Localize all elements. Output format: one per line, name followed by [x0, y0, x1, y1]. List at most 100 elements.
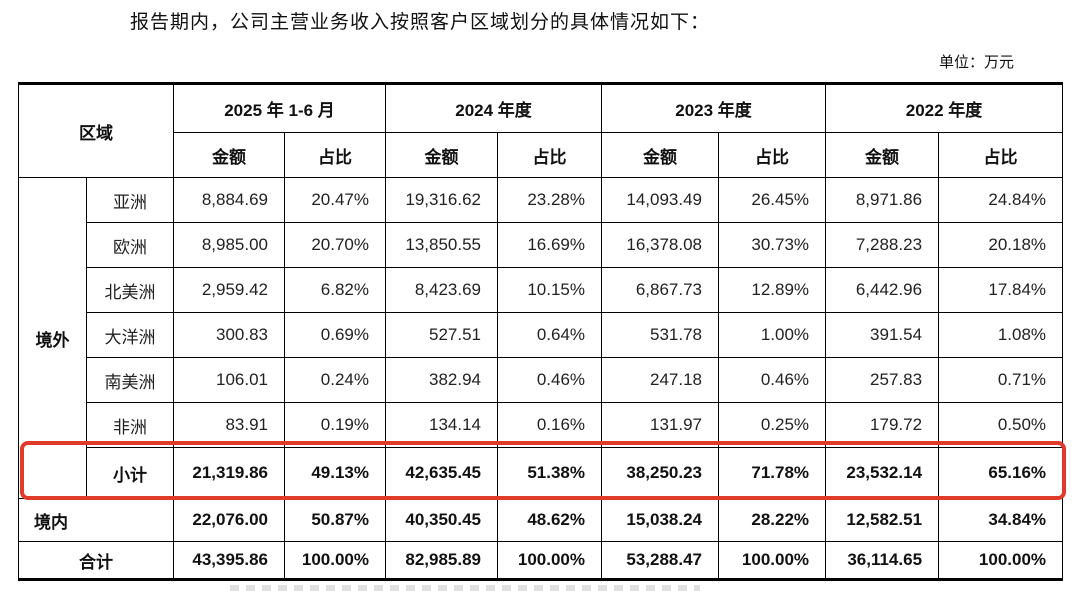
table-cell: 21,319.86	[173, 447, 285, 499]
region-label: 北美洲	[86, 267, 174, 313]
header-amount: 金额	[825, 132, 940, 178]
table-cell: 82,985.89	[385, 541, 498, 580]
table-row-domestic: 境内 22,076.00 50.87% 40,350.45 48.62% 15,…	[18, 498, 1064, 542]
table-cell: 20.70%	[284, 222, 386, 268]
table-row-north-america: 北美洲 2,959.42 6.82% 8,423.69 10.15% 6,867…	[19, 267, 1064, 313]
table-cell: 7,288.23	[825, 222, 940, 268]
table-cell: 15,038.24	[601, 498, 720, 542]
table-cell: 20.18%	[938, 222, 1064, 268]
table-cell: 51.38%	[496, 447, 603, 499]
header-amount: 金额	[601, 132, 720, 178]
table-cell: 65.16%	[938, 447, 1064, 499]
header-period-2024: 2024 年度	[384, 83, 603, 133]
table-cell: 100.00%	[496, 541, 603, 580]
region-label: 亚洲	[86, 177, 174, 223]
table-cell: 100.00%	[284, 541, 386, 580]
table-cell: 12.89%	[718, 267, 827, 313]
table-cell: 106.01	[173, 357, 285, 403]
table-cell: 19,316.62	[385, 177, 498, 223]
table-cell: 382.94	[385, 357, 498, 403]
revenue-by-region-table: 区域 2025 年 1-6 月 2024 年度 2023 年度 2022 年度 …	[18, 82, 1064, 581]
table-cell: 0.19%	[284, 402, 386, 448]
table-cell: 8,423.69	[385, 267, 498, 313]
table-cell: 0.71%	[938, 357, 1064, 403]
group-label-domestic: 境内	[18, 498, 174, 542]
header-amount: 金额	[173, 132, 285, 178]
intro-text: 报告期内，公司主营业务收入按照客户区域划分的具体情况如下：	[130, 11, 711, 33]
header-row-periods: 区域 2025 年 1-6 月 2024 年度 2023 年度 2022 年度	[18, 83, 1064, 178]
table-cell: 14,093.49	[601, 177, 720, 223]
table-cell: 10.15%	[496, 267, 603, 313]
table-cell: 17.84%	[938, 267, 1064, 313]
table-row-africa: 非洲 83.91 0.19% 134.14 0.16% 131.97 0.25%…	[19, 402, 1064, 448]
table-cell: 300.83	[173, 312, 285, 358]
table-cell: 134.14	[385, 402, 498, 448]
table-cell: 179.72	[825, 402, 940, 448]
table-cell: 26.45%	[718, 177, 827, 223]
header-period-2025h1: 2025 年 1-6 月	[173, 83, 386, 133]
table-cell: 23.28%	[496, 177, 603, 223]
header-ratio: 占比	[496, 132, 603, 178]
table-cell: 43,395.86	[173, 541, 285, 580]
table-row-asia: 境外 亚洲 8,884.69 20.47% 19,316.62 23.28% 1…	[18, 177, 1064, 499]
table-cell: 0.24%	[284, 357, 386, 403]
table-cell: 6,442.96	[825, 267, 940, 313]
group-label-overseas: 境外	[18, 177, 87, 499]
table-cell: 6,867.73	[601, 267, 720, 313]
table-cell: 131.97	[601, 402, 720, 448]
table-cell: 0.46%	[496, 357, 603, 403]
table-cell: 22,076.00	[173, 498, 285, 542]
header-amount: 金额	[385, 132, 498, 178]
table-cell: 53,288.47	[601, 541, 720, 580]
table-cell: 24.84%	[938, 177, 1064, 223]
table-cell: 100.00%	[938, 541, 1064, 580]
table-cell: 0.46%	[718, 357, 827, 403]
table-cell: 1.00%	[718, 312, 827, 358]
table-cell: 0.16%	[496, 402, 603, 448]
header-ratio: 占比	[938, 132, 1064, 178]
table-row-total: 合计 43,395.86 100.00% 82,985.89 100.00% 5…	[18, 541, 1064, 580]
table-cell: 0.25%	[718, 402, 827, 448]
table-cell: 50.87%	[284, 498, 386, 542]
table-row-overseas-subtotal: 小计 21,319.86 49.13% 42,635.45 51.38% 38,…	[19, 447, 1064, 499]
table-cell: 38,250.23	[601, 447, 720, 499]
table-cell: 40,350.45	[385, 498, 498, 542]
table-cell: 71.78%	[718, 447, 827, 499]
table-cell: 247.18	[601, 357, 720, 403]
table-cell: 12,582.51	[825, 498, 940, 542]
header-period-2022: 2022 年度	[825, 83, 1064, 133]
subtotal-label: 小计	[86, 447, 174, 499]
table-cell: 257.83	[825, 357, 940, 403]
table-cell: 0.50%	[938, 402, 1064, 448]
region-label: 欧洲	[86, 222, 174, 268]
table-cell: 30.73%	[718, 222, 827, 268]
header-region: 区域	[18, 83, 174, 178]
region-label: 南美洲	[86, 357, 174, 403]
table-cell: 13,850.55	[385, 222, 498, 268]
table-cell: 8,884.69	[173, 177, 285, 223]
table-cell: 23,532.14	[825, 447, 940, 499]
table-cell: 48.62%	[496, 498, 603, 542]
table-cell: 42,635.45	[385, 447, 498, 499]
table-cell: 83.91	[173, 402, 285, 448]
table-row-europe: 欧洲 8,985.00 20.70% 13,850.55 16.69% 16,3…	[19, 222, 1064, 268]
table-cell: 8,971.86	[825, 177, 940, 223]
region-label: 大洋洲	[86, 312, 174, 358]
table-cell: 1.08%	[938, 312, 1064, 358]
group-label-total: 合计	[18, 541, 174, 580]
header-period-2023: 2023 年度	[601, 83, 827, 133]
header-row-metrics: 金额 占比 金额 占比 金额 占比 金额 占比	[19, 132, 1064, 178]
table-cell: 0.64%	[496, 312, 603, 358]
table-cell: 16,378.08	[601, 222, 720, 268]
table-cell: 531.78	[601, 312, 720, 358]
table-cell: 2,959.42	[173, 267, 285, 313]
table-row-south-america: 南美洲 106.01 0.24% 382.94 0.46% 247.18 0.4…	[19, 357, 1064, 403]
table-cell: 20.47%	[284, 177, 386, 223]
region-label: 非洲	[86, 402, 174, 448]
table-cell: 0.69%	[284, 312, 386, 358]
table-cell: 8,985.00	[173, 222, 285, 268]
header-ratio: 占比	[284, 132, 386, 178]
table-cell: 36,114.65	[825, 541, 940, 580]
table-cell: 49.13%	[284, 447, 386, 499]
table-cell: 100.00%	[718, 541, 827, 580]
